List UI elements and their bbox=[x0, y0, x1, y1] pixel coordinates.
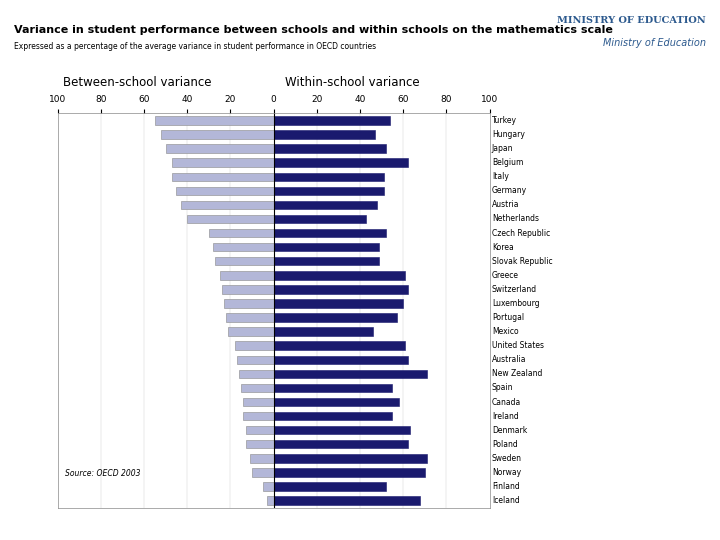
Bar bbox=[274, 201, 377, 209]
Text: Belgium: Belgium bbox=[492, 158, 523, 167]
Bar bbox=[246, 440, 274, 448]
Text: Slovak Republic: Slovak Republic bbox=[492, 256, 552, 266]
Bar bbox=[274, 271, 405, 280]
Bar bbox=[252, 468, 274, 477]
Bar bbox=[274, 426, 410, 434]
Text: Iceland: Iceland bbox=[492, 496, 520, 505]
Bar bbox=[274, 299, 403, 308]
Text: Between-school variance: Between-school variance bbox=[63, 76, 211, 89]
Bar bbox=[237, 355, 274, 364]
Text: MINISTRY OF EDUCATION: MINISTRY OF EDUCATION bbox=[557, 16, 706, 25]
Bar bbox=[274, 187, 384, 195]
Bar bbox=[274, 454, 427, 463]
Text: Source: OECD 2003: Source: OECD 2003 bbox=[65, 469, 140, 478]
Bar bbox=[274, 215, 366, 223]
Bar bbox=[220, 271, 274, 280]
Bar bbox=[274, 144, 386, 153]
Bar bbox=[274, 158, 408, 167]
Text: Finland: Finland bbox=[492, 482, 520, 491]
Text: Greece: Greece bbox=[492, 271, 518, 280]
Bar bbox=[274, 229, 386, 237]
Text: Turkey: Turkey bbox=[492, 116, 517, 125]
Bar bbox=[243, 412, 274, 420]
Bar bbox=[274, 257, 379, 266]
Bar bbox=[161, 130, 274, 139]
Text: Ministry of Education: Ministry of Education bbox=[603, 38, 706, 48]
Bar bbox=[241, 384, 274, 392]
Text: Germany: Germany bbox=[492, 186, 527, 195]
Text: Australia: Australia bbox=[492, 355, 526, 364]
Text: Denmark: Denmark bbox=[492, 426, 527, 435]
Bar bbox=[243, 398, 274, 406]
Bar bbox=[228, 327, 274, 336]
Bar bbox=[274, 130, 375, 139]
Bar bbox=[209, 229, 274, 237]
Bar bbox=[274, 369, 427, 378]
Text: Czech Republic: Czech Republic bbox=[492, 228, 550, 238]
Bar bbox=[274, 398, 399, 406]
Text: Switzerland: Switzerland bbox=[492, 285, 537, 294]
Bar bbox=[274, 327, 373, 336]
Bar bbox=[274, 496, 420, 505]
Text: Norway: Norway bbox=[492, 468, 521, 477]
Text: Canada: Canada bbox=[492, 397, 521, 407]
Text: Portugal: Portugal bbox=[492, 313, 524, 322]
Text: Mexico: Mexico bbox=[492, 327, 518, 336]
Text: Spain: Spain bbox=[492, 383, 513, 393]
Bar bbox=[274, 384, 392, 392]
Bar bbox=[172, 158, 274, 167]
Bar bbox=[274, 313, 397, 322]
Bar bbox=[274, 243, 379, 252]
Bar bbox=[250, 454, 274, 463]
Bar bbox=[246, 426, 274, 434]
Bar bbox=[155, 116, 274, 125]
Text: Sweden: Sweden bbox=[492, 454, 522, 463]
Bar bbox=[222, 285, 274, 294]
Bar bbox=[181, 201, 274, 209]
Bar bbox=[274, 468, 425, 477]
Bar bbox=[239, 369, 274, 378]
Text: Variance in student performance between schools and within schools on the mathem: Variance in student performance between … bbox=[14, 25, 613, 35]
Bar bbox=[267, 496, 274, 505]
Bar bbox=[166, 144, 274, 153]
Text: Hungary: Hungary bbox=[492, 130, 525, 139]
Bar bbox=[274, 341, 405, 350]
Bar bbox=[213, 243, 274, 252]
Text: Poland: Poland bbox=[492, 440, 518, 449]
Text: Ireland: Ireland bbox=[492, 411, 518, 421]
Bar bbox=[274, 355, 408, 364]
Text: Italy: Italy bbox=[492, 172, 508, 181]
Bar bbox=[215, 257, 274, 266]
Bar bbox=[172, 173, 274, 181]
Text: Within-school variance: Within-school variance bbox=[286, 76, 420, 89]
Bar bbox=[224, 299, 274, 308]
Bar bbox=[274, 285, 408, 294]
Text: Netherlands: Netherlands bbox=[492, 214, 539, 224]
Text: Expressed as a percentage of the average variance in student performance in OECD: Expressed as a percentage of the average… bbox=[14, 42, 377, 51]
Bar bbox=[176, 187, 274, 195]
Text: Japan: Japan bbox=[492, 144, 513, 153]
Text: Korea: Korea bbox=[492, 242, 513, 252]
Bar bbox=[274, 173, 384, 181]
Bar bbox=[274, 412, 392, 420]
Text: New Zealand: New Zealand bbox=[492, 369, 542, 379]
Bar bbox=[187, 215, 274, 223]
Bar bbox=[263, 482, 274, 491]
Bar bbox=[226, 313, 274, 322]
Bar bbox=[274, 482, 386, 491]
Bar bbox=[274, 440, 408, 448]
Bar bbox=[274, 116, 390, 125]
Text: United States: United States bbox=[492, 341, 544, 350]
Bar bbox=[235, 341, 274, 350]
Text: Luxembourg: Luxembourg bbox=[492, 299, 539, 308]
Text: Austria: Austria bbox=[492, 200, 519, 210]
